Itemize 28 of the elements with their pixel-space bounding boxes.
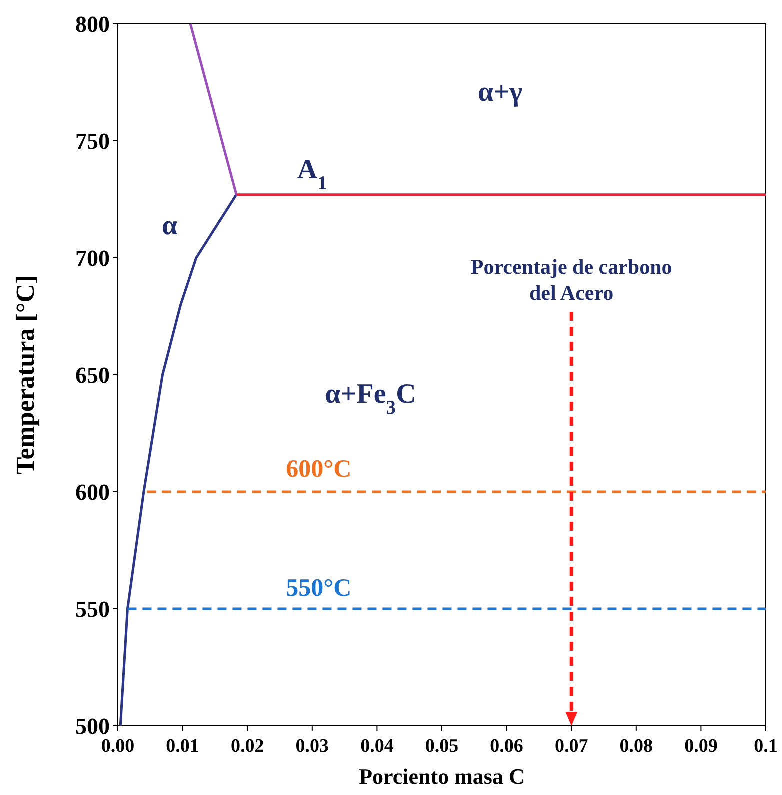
x-tick-label: 0.1 <box>754 736 778 757</box>
annotation: α+Fe$_{3}$C <box>325 379 416 419</box>
line-series <box>119 194 238 728</box>
ref-line-label: Porcentaje de carbono del Acero <box>470 255 672 305</box>
x-tick-label: 0.07 <box>554 736 589 757</box>
y-tick-label: 800 <box>76 12 110 37</box>
y-tick-label: 650 <box>76 363 110 388</box>
annotation: 600°C <box>286 456 352 483</box>
x-tick-label: 0.09 <box>684 736 718 757</box>
x-tick-label: 0.05 <box>425 736 459 757</box>
x-tick-label: 0.03 <box>296 736 330 757</box>
y-tick-label: 750 <box>76 129 110 154</box>
y-tick-label: 600 <box>76 480 110 505</box>
x-axis-title: Porciento masa C <box>359 764 525 789</box>
annotation: α+γ <box>478 77 523 108</box>
y-tick-label: 550 <box>76 597 110 622</box>
y-tick-label: 700 <box>76 246 110 271</box>
annotation: α <box>162 210 178 242</box>
x-tick-label: 0.02 <box>230 736 264 757</box>
x-tick-label: 0.08 <box>620 736 654 757</box>
annotation: 550°C <box>286 575 352 602</box>
y-axis-title: Temperatura [°C] <box>11 275 40 475</box>
x-tick-label: 0.06 <box>490 736 524 757</box>
x-tick-label: 0.01 <box>166 736 200 757</box>
x-tick-label: 0.00 <box>101 736 135 757</box>
x-tick-label: 0.04 <box>360 736 394 757</box>
annotation: A$_{1}$ <box>297 154 328 194</box>
y-tick-label: 500 <box>76 714 110 739</box>
